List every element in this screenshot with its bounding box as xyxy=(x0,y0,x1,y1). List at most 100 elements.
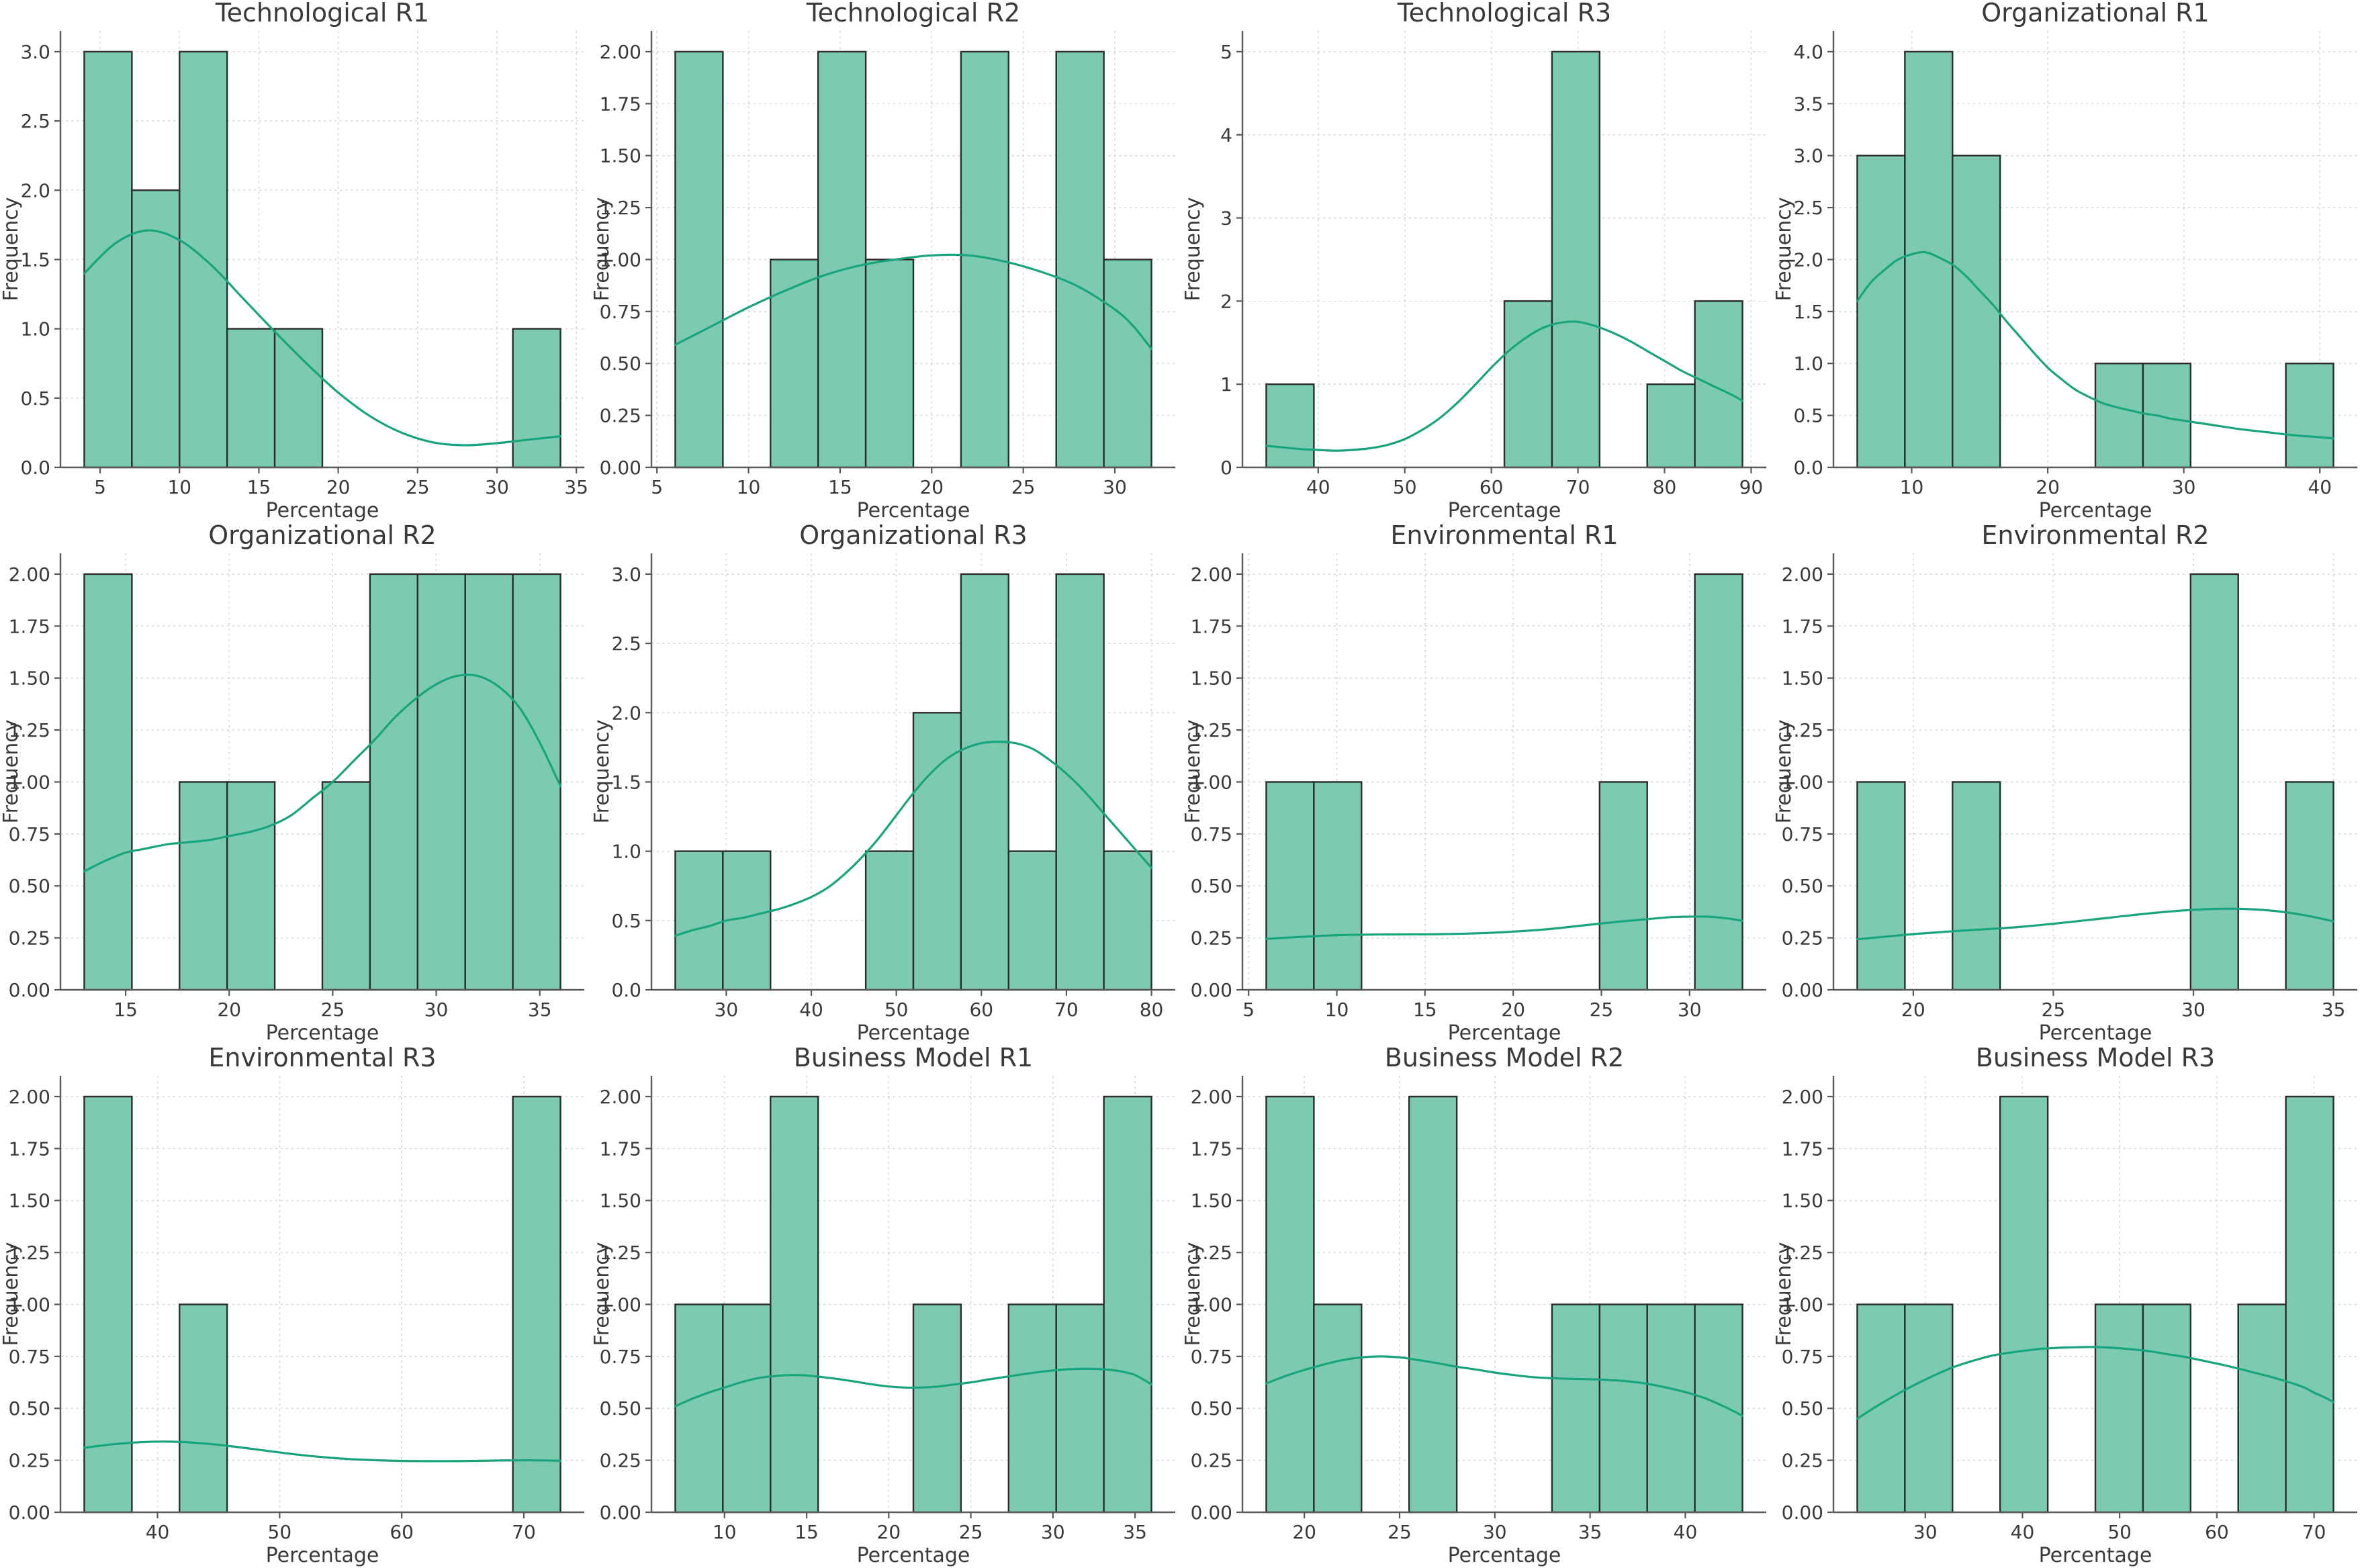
histogram-bar xyxy=(2285,363,2334,469)
subplot-organizational-r1: 0.0 0.5 1.0 1.5 2.0 2.5 3.0 3.5 4.0 10 20 30 40 Organ… xyxy=(1773,0,2364,522)
x-tick-label: 20 xyxy=(326,476,351,498)
x-tick-label: 30 xyxy=(2181,999,2206,1021)
y-tick-label: 0.50 xyxy=(1782,875,1823,897)
y-tick-label: 2.00 xyxy=(1782,1086,1823,1108)
histogram-bar xyxy=(179,50,228,469)
y-tick-label: 0.25 xyxy=(600,1450,641,1472)
y-tick-label: 0.75 xyxy=(1782,823,1823,845)
y-tick-label: 0.75 xyxy=(600,301,641,323)
x-axis-label: Percentage xyxy=(266,499,379,522)
subplot-environmental-r1: 0.00 0.25 0.50 0.75 1.00 1.25 1.50 1.75 2.00 5 10 1… xyxy=(1182,522,1773,1045)
chart-svg: 0.00 0.25 0.50 0.75 1.00 1.25 1.50 1.75 2.00 5 10 1… xyxy=(591,0,1182,522)
chart-title: Environmental R1 xyxy=(1390,522,1618,550)
x-axis-label: Percentage xyxy=(857,1544,970,1567)
y-axis-label: Frequency xyxy=(0,1242,23,1346)
y-tick-label: 1.0 xyxy=(611,841,641,863)
histogram-bar xyxy=(1313,1303,1363,1514)
y-tick-label: 3.0 xyxy=(1793,145,1823,167)
histogram-bar xyxy=(1694,573,1743,991)
x-tick-label: 25 xyxy=(2042,999,2066,1021)
y-tick-label: 1.25 xyxy=(1191,1242,1232,1264)
y-tick-label: 0.00 xyxy=(600,457,641,479)
histogram-bar xyxy=(770,1095,819,1514)
kde-curve xyxy=(674,1367,1153,1408)
subplot-business-model-r2: 0.00 0.25 0.50 0.75 1.00 1.25 1.50 1.75 2.00 20 25… xyxy=(1182,1045,1773,1568)
x-tick-label: 15 xyxy=(1413,999,1437,1021)
histogram-bar xyxy=(512,573,561,991)
histogram-bar xyxy=(2237,1303,2287,1514)
x-tick-label: 30 xyxy=(424,999,449,1021)
kde-curve xyxy=(1856,1346,2335,1420)
x-tick-label: 30 xyxy=(1483,1521,1507,1543)
histogram-bar xyxy=(912,712,962,991)
x-tick-label: 5 xyxy=(94,476,106,498)
y-axis-label: Frequency xyxy=(1182,720,1205,824)
x-tick-label: 80 xyxy=(1653,476,1677,498)
histogram-bar xyxy=(1856,781,1906,991)
x-tick-label: 25 xyxy=(1388,1521,1412,1543)
x-tick-label: 20 xyxy=(1501,999,1525,1021)
x-tick-label: 10 xyxy=(737,476,761,498)
histogram-bar xyxy=(1007,850,1057,991)
y-tick-label: 1.25 xyxy=(600,1242,641,1264)
subplot-technological-r1: 0.0 0.5 1.0 1.5 2.0 2.5 3.0 5 10 15 20 25 30 35 Techno… xyxy=(0,0,591,522)
y-tick-label: 0.50 xyxy=(1782,1397,1823,1420)
histogram-bar xyxy=(464,573,514,991)
y-tick-label: 0.5 xyxy=(1793,405,1823,427)
y-axis-label: Frequency xyxy=(1773,720,1796,824)
y-tick-label: 0.00 xyxy=(9,1502,50,1524)
y-tick-label: 0.25 xyxy=(1191,927,1232,950)
y-tick-label: 0.0 xyxy=(1793,457,1823,479)
y-tick-label: 1.50 xyxy=(600,145,641,167)
chart-svg: 0.0 0.5 1.0 1.5 2.0 2.5 3.0 3.5 4.0 10 20 30 40 Organ… xyxy=(1773,0,2364,522)
histogram-bar xyxy=(674,1303,724,1514)
y-tick-label: 2.00 xyxy=(9,563,50,586)
y-tick-label: 1.75 xyxy=(600,1138,641,1160)
y-axis-label: Frequency xyxy=(1182,1242,1205,1346)
histogram-bar xyxy=(1103,850,1152,991)
y-tick-label: 1.50 xyxy=(9,667,50,690)
y-tick-label: 2.5 xyxy=(20,110,50,132)
histogram-bar xyxy=(864,850,915,991)
y-tick-label: 0.75 xyxy=(1782,1346,1823,1368)
subplot-environmental-r2: 0.00 0.25 0.50 0.75 1.00 1.25 1.50 1.75 2.00 20 25… xyxy=(1773,522,2364,1045)
y-tick-label: 2.0 xyxy=(611,702,641,724)
y-tick-label: 1.00 xyxy=(1782,1293,1823,1316)
y-tick-label: 2.00 xyxy=(9,1086,50,1108)
histogram-bar xyxy=(1646,383,1696,469)
y-tick-label: 0.25 xyxy=(9,1450,50,1472)
subplot-technological-r2: 0.00 0.25 0.50 0.75 1.00 1.25 1.50 1.75 2.00 5 10 1… xyxy=(591,0,1182,522)
y-tick-label: 1.50 xyxy=(1191,667,1232,690)
histogram-bar xyxy=(1551,50,1601,469)
histogram-bar xyxy=(1904,1303,1954,1514)
kde-curve xyxy=(83,229,562,447)
subplot-business-model-r3: 0.00 0.25 0.50 0.75 1.00 1.25 1.50 1.75 2.00 30 40… xyxy=(1773,1045,2364,1568)
x-tick-label: 40 xyxy=(2011,1521,2035,1543)
y-tick-label: 1.0 xyxy=(20,318,50,340)
x-tick-label: 30 xyxy=(1678,999,1702,1021)
histogram-bar xyxy=(226,781,276,991)
x-axis-label: Percentage xyxy=(1448,1544,1561,1567)
y-tick-label: 2.5 xyxy=(1793,197,1823,219)
histogram-bar xyxy=(321,781,371,991)
y-axis-label: Frequency xyxy=(0,197,23,302)
chart-title: Business Model R2 xyxy=(1385,1045,1624,1072)
y-tick-label: 4.0 xyxy=(1793,41,1823,63)
y-tick-label: 2.00 xyxy=(1191,1086,1232,1108)
y-tick-label: 1.75 xyxy=(1782,1138,1823,1160)
chart-title: Organizational R3 xyxy=(799,522,1027,550)
y-tick-label: 1.75 xyxy=(9,1138,50,1160)
y-tick-label: 0.25 xyxy=(1191,1450,1232,1472)
histogram-bar xyxy=(1265,1095,1315,1514)
histogram-bar xyxy=(2189,573,2239,991)
histogram-bar xyxy=(1055,50,1105,469)
y-tick-label: 1.00 xyxy=(9,771,50,793)
histogram-bar xyxy=(2285,1095,2334,1514)
x-tick-label: 60 xyxy=(1480,476,1504,498)
histogram-bar xyxy=(960,573,1010,991)
x-tick-label: 70 xyxy=(1566,476,1590,498)
y-tick-label: 2.00 xyxy=(600,1086,641,1108)
kde-curve xyxy=(83,674,562,873)
y-tick-label: 2.00 xyxy=(1191,563,1232,586)
kde-curve xyxy=(674,253,1153,351)
